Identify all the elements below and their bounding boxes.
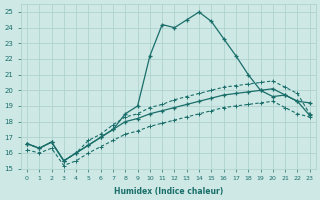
X-axis label: Humidex (Indice chaleur): Humidex (Indice chaleur) <box>114 187 223 196</box>
